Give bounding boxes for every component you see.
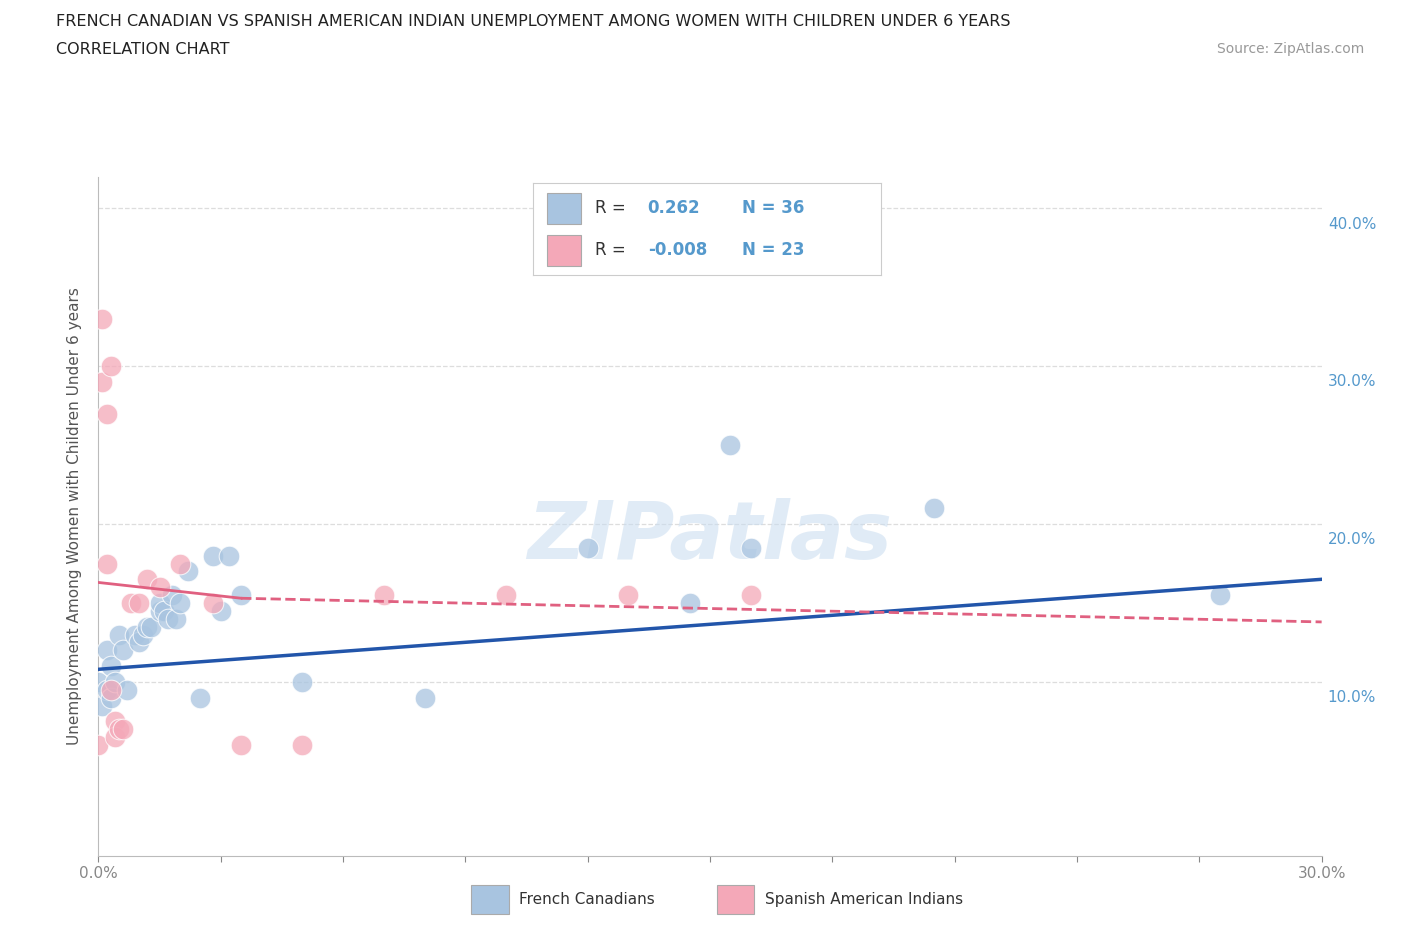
Point [91,698,114,713]
Text: 10.0%: 10.0% [1327,690,1376,705]
Point [104,674,127,689]
Point [218,548,240,563]
Text: Spanish American Indians: Spanish American Indians [765,892,963,908]
Text: FRENCH CANADIAN VS SPANISH AMERICAN INDIAN UNEMPLOYMENT AMONG WOMEN WITH CHILDRE: FRENCH CANADIAN VS SPANISH AMERICAN INDI… [56,14,1011,29]
Text: CORRELATION CHART: CORRELATION CHART [56,42,229,57]
Text: -0.008: -0.008 [648,242,707,259]
Point [100,690,122,705]
Point [149,604,172,618]
Point [156,611,179,626]
Point [96,643,118,658]
Point [128,635,150,650]
Point [740,540,762,555]
Point [136,619,159,634]
Point [91,312,114,326]
Point [169,595,191,610]
Point [111,722,134,737]
Point [495,588,517,603]
Y-axis label: Unemployment Among Women with Children Under 6 years: Unemployment Among Women with Children U… [67,287,83,745]
Point [291,737,314,752]
Text: R =: R = [595,199,626,218]
Point [413,690,436,705]
Point [201,595,224,610]
Point [291,674,314,689]
Point [104,714,127,729]
Point [617,588,640,603]
Point [231,588,253,603]
Text: 0.262: 0.262 [648,199,700,218]
FancyBboxPatch shape [471,885,509,914]
Point [128,595,150,610]
Point [96,556,118,571]
Point [136,572,159,587]
Point [169,556,191,571]
Point [201,548,224,563]
Point [111,643,134,658]
Point [149,579,172,594]
Point [132,627,155,642]
Text: R =: R = [595,242,626,259]
Point [100,658,122,673]
Point [91,375,114,390]
Point [96,406,118,421]
Point [115,683,138,698]
Point [87,674,110,689]
Point [373,588,395,603]
Point [104,730,127,745]
Point [209,604,232,618]
Point [177,564,200,578]
Point [576,540,599,555]
Point [96,683,118,698]
Point [679,595,702,610]
Text: Source: ZipAtlas.com: Source: ZipAtlas.com [1216,42,1364,56]
Point [160,588,183,603]
Point [231,737,253,752]
Point [922,501,945,516]
Point [149,595,172,610]
Point [152,604,174,618]
FancyBboxPatch shape [547,193,582,224]
Point [1209,588,1232,603]
Point [141,619,163,634]
Text: 30.0%: 30.0% [1327,375,1376,390]
FancyBboxPatch shape [547,234,582,266]
Text: 40.0%: 40.0% [1327,217,1376,232]
Text: N = 36: N = 36 [742,199,804,218]
Text: N = 23: N = 23 [742,242,804,259]
Text: 20.0%: 20.0% [1327,532,1376,548]
FancyBboxPatch shape [717,885,755,914]
Point [165,611,187,626]
Point [87,737,110,752]
Point [740,588,762,603]
Text: French Canadians: French Canadians [519,892,655,908]
Point [108,722,131,737]
Text: ZIPatlas: ZIPatlas [527,498,893,576]
Point [124,627,146,642]
Point [718,438,742,453]
Point [100,359,122,374]
Point [108,627,131,642]
Point [120,595,142,610]
Point [188,690,212,705]
Point [100,683,122,698]
